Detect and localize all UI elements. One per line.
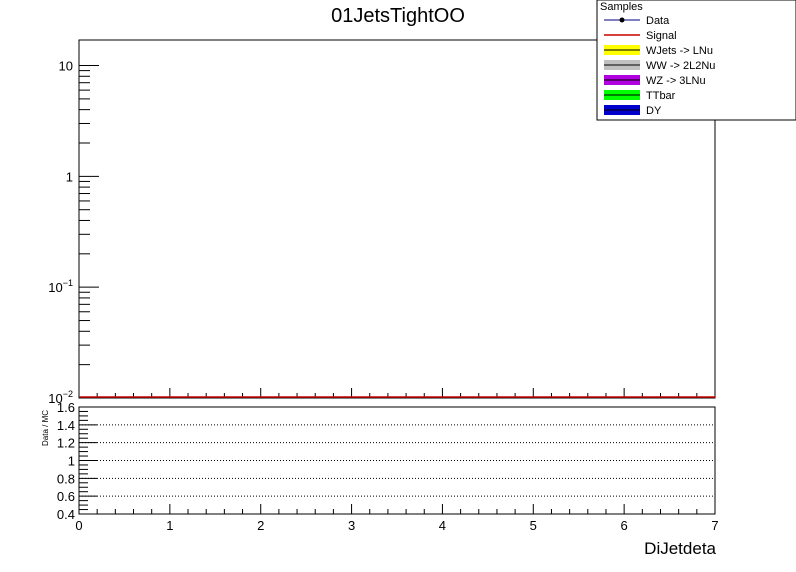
ratio-y-tick-label: 1.2 [57,436,75,451]
ratio-plot: 0.4 0.6 0.8 1 1.2 1.4 1.6 0 1 2 3 4 5 6 7 Data / MC D… [41,400,719,558]
x-tick-label: 1 [166,518,173,533]
main-y-axis: 10 1 10−1 10−2 [48,59,99,406]
x-tick-label: 7 [711,518,718,533]
legend-label: WJets -> LNu [646,45,713,57]
main-plot: 10 1 10−1 10−2 [48,39,716,406]
ratio-y-tick-label: 0.4 [57,507,75,522]
legend-label: Signal [646,30,677,42]
legend-entry-data: Data [604,15,670,27]
ratio-y-label: Data / MC [41,410,50,446]
main-y-tick-label: 10−2 [48,389,73,406]
legend-label: Data [646,15,670,27]
ratio-y-axis: 0.4 0.6 0.8 1 1.2 1.4 1.6 [57,400,97,522]
legend-header: Samples [600,1,643,13]
chart-title: 01JetsTightOO [331,5,465,27]
ratio-y-tick-label: 0.8 [57,471,75,486]
legend-label: DY [646,105,662,117]
legend-entry-wz-3lnu: WZ -> 3LNu [604,75,706,87]
ratio-y-tick-label: 1 [68,454,75,469]
x-tick-label: 4 [439,518,446,533]
legend-entry-wjets-lnu: WJets -> LNu [604,45,713,57]
legend-label: WW -> 2L2Nu [646,60,715,72]
x-axis-label: DiJetdeta [644,539,716,558]
main-y-tick-label: 10−1 [48,278,73,295]
x-tick-label: 2 [257,518,264,533]
legend-entry-signal: Signal [604,30,677,42]
legend-marker [619,17,625,23]
legend: Samples Data Signal WJets -> LNu WW -> 2L2N… [596,0,796,121]
ratio-grid [79,424,715,497]
x-tick-label: 5 [530,518,537,533]
ratio-y-tick-label: 0.6 [57,489,75,504]
legend-entry-ww-2l2nu: WW -> 2L2Nu [604,60,715,72]
x-tick-label: 0 [75,518,82,533]
legend-label: WZ -> 3LNu [646,75,706,87]
main-y-tick-label: 10 [59,59,73,74]
ratio-y-tick-label: 1.4 [57,418,75,433]
legend-label: TTbar [646,90,676,102]
x-tick-label: 3 [348,518,355,533]
legend-entry-ttbar: TTbar [604,90,676,102]
legend-entry-dy: DY [604,105,662,117]
main-y-tick-label: 1 [66,169,73,184]
ratio-y-tick-label: 1.6 [57,400,75,415]
x-tick-label: 6 [621,518,628,533]
ratio-x-axis: 0 1 2 3 4 5 6 7 [75,504,719,533]
main-plot-frame [78,39,716,399]
